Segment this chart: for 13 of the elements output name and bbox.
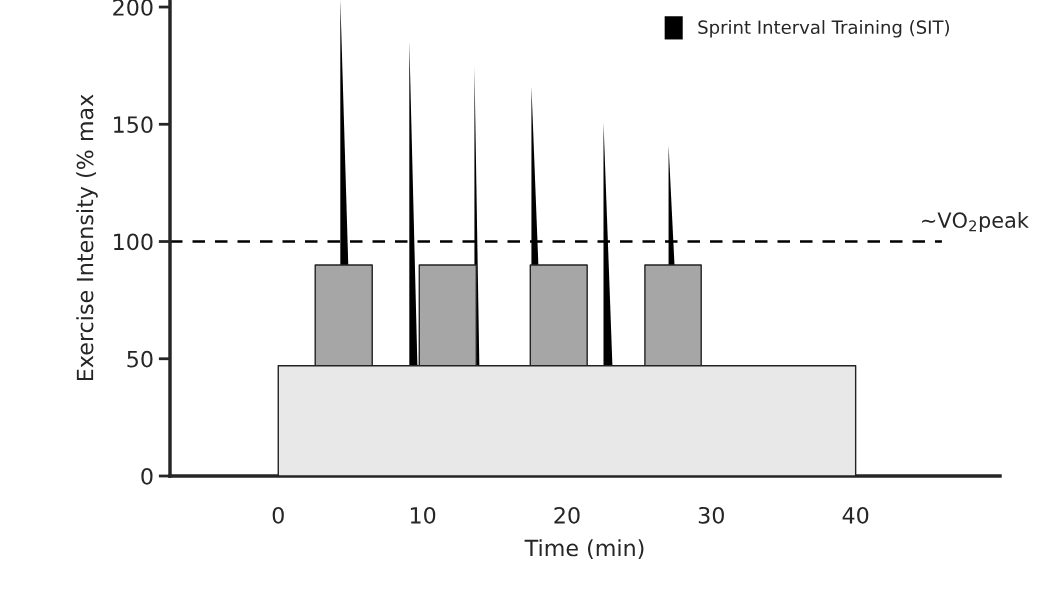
y-tick-label: 50 [127,350,153,368]
x-axis-title: Time (min) [524,539,644,559]
y-tick-label: 100 [114,233,153,251]
legend-label: Sprint Interval Training (SIT) [698,20,949,38]
ref-line-label: ~VO$_{2}$peak [922,211,1029,233]
x-tick-label: 10 [410,506,436,524]
y-tick-label: 0 [141,467,153,485]
x-tick-label: 0 [272,506,284,524]
x-tick-label: 40 [842,506,869,524]
x-tick-label: 30 [698,506,724,524]
x-tick-label: 20 [554,506,580,524]
y-tick-label: 150 [114,116,153,134]
y-axis-title: Exercise Intensity (% max [76,94,98,381]
